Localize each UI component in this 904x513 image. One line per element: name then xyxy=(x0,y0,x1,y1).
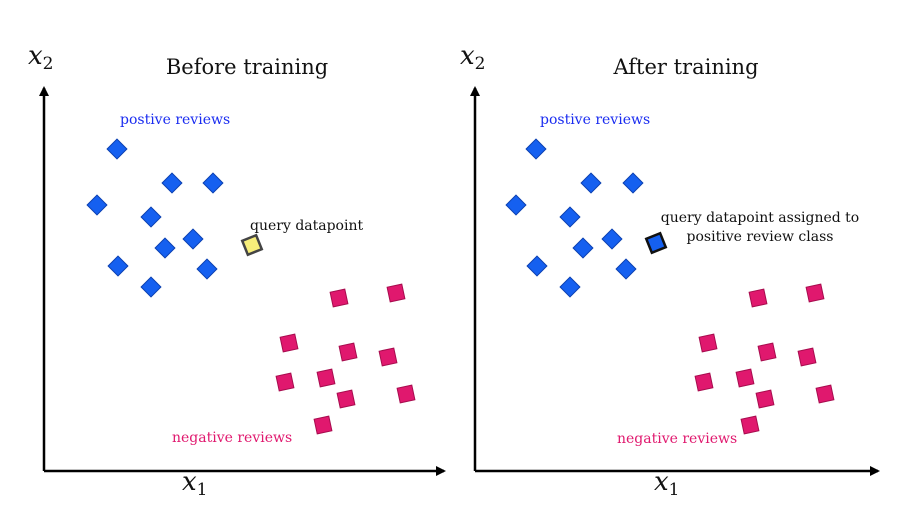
negative-review-point xyxy=(757,342,777,362)
negative-review-point xyxy=(755,389,775,409)
positive-review-point xyxy=(106,138,128,160)
positive-review-point xyxy=(580,172,602,194)
panel-after: After training x2 x1 postive reviews neg… xyxy=(460,41,880,500)
positive-review-point xyxy=(559,276,581,298)
negative-review-point xyxy=(386,283,406,303)
negative-review-point xyxy=(378,347,398,367)
panel-title: Before training xyxy=(166,55,328,79)
query-point xyxy=(644,231,668,255)
positive-review-point xyxy=(140,276,162,298)
y-axis-label: x2 xyxy=(460,41,486,74)
query-label: query datapoint xyxy=(250,218,363,234)
negative-review-point xyxy=(336,389,356,409)
positive-review-point xyxy=(505,194,527,216)
positive-cluster-label: postive reviews xyxy=(540,112,650,128)
query-point xyxy=(240,233,264,257)
positive-review-point xyxy=(622,172,644,194)
positive-review-point xyxy=(182,228,204,250)
y-axis-label: x2 xyxy=(28,41,54,74)
negative-review-point xyxy=(815,384,835,404)
positive-cluster-label: postive reviews xyxy=(120,112,230,128)
positive-review-point xyxy=(86,194,108,216)
query-label: query datapoint assigned to positive revi… xyxy=(661,210,859,245)
negative-cluster-label: negative reviews xyxy=(172,430,292,446)
positive-review-point xyxy=(161,172,183,194)
positive-review-point xyxy=(526,255,548,277)
positive-review-point xyxy=(525,138,547,160)
positive-review-point xyxy=(615,258,637,280)
negative-review-point xyxy=(805,283,825,303)
negative-cluster-label: negative reviews xyxy=(617,431,737,447)
negative-review-point xyxy=(279,333,299,353)
negative-review-point xyxy=(694,372,714,392)
positive-review-point xyxy=(202,172,224,194)
negative-points xyxy=(275,283,416,435)
negative-review-point xyxy=(316,368,336,388)
negative-review-point xyxy=(396,384,416,404)
positive-review-point xyxy=(601,228,623,250)
x-axis-label: x1 xyxy=(182,467,208,500)
negative-review-point xyxy=(329,288,349,308)
negative-review-point xyxy=(698,333,718,353)
negative-review-point xyxy=(275,372,295,392)
negative-review-point xyxy=(740,415,760,435)
negative-review-point xyxy=(797,347,817,367)
negative-review-point xyxy=(735,368,755,388)
panel-title: After training xyxy=(612,55,758,79)
positive-review-point xyxy=(107,255,129,277)
positive-review-point xyxy=(154,237,176,259)
positive-review-point xyxy=(572,237,594,259)
negative-review-point xyxy=(748,288,768,308)
positive-review-point xyxy=(559,206,581,228)
negative-review-point xyxy=(313,415,333,435)
positive-points xyxy=(86,138,224,298)
positive-points xyxy=(505,138,644,298)
negative-review-point xyxy=(338,342,358,362)
positive-review-point xyxy=(140,206,162,228)
positive-review-point xyxy=(196,258,218,280)
negative-points xyxy=(694,283,835,435)
x-axis-label: x1 xyxy=(654,467,680,500)
panel-before: Before training x2 x1 postive reviews ne… xyxy=(28,41,446,500)
query-datapoint xyxy=(240,233,264,257)
query-datapoint xyxy=(644,231,668,255)
